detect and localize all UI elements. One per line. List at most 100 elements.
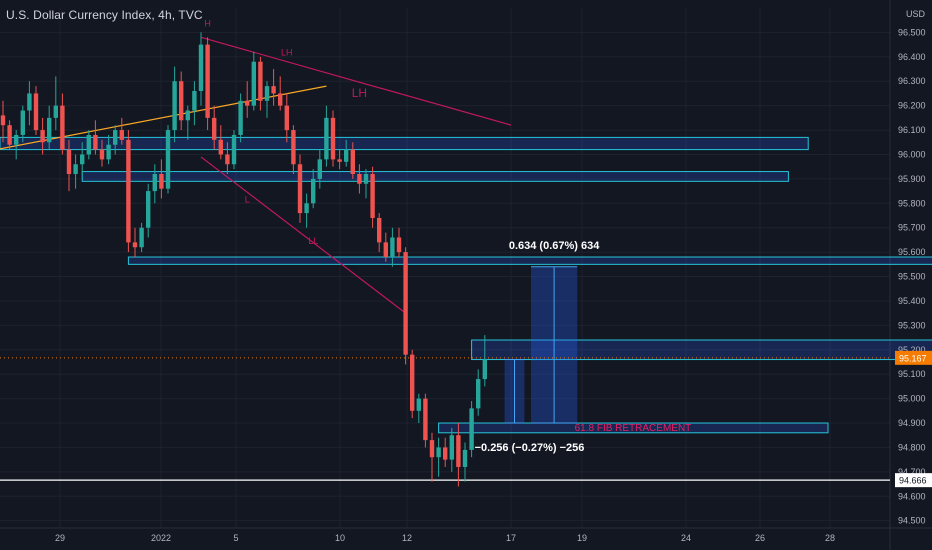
price-axis: 96.500 96.400 96.300 96.200 96.100 96.000 95.9…	[898, 27, 926, 525]
candle	[212, 105, 217, 150]
candle-body	[344, 149, 349, 162]
candle-body	[139, 227, 144, 248]
candle-body	[152, 174, 157, 192]
candle-body	[218, 139, 223, 155]
candle-body	[311, 178, 316, 204]
candle-body	[0, 115, 6, 126]
candle	[238, 93, 243, 143]
candles	[0, 32, 487, 487]
candle-body	[429, 440, 435, 458]
candle-body	[225, 154, 230, 165]
zone-rect-1	[0, 136, 809, 151]
currency-unit: USD	[906, 9, 926, 19]
price-tick-label: 96.500	[898, 27, 926, 37]
pivot-label: L	[245, 195, 250, 205]
candle-body	[99, 149, 105, 160]
candle-body	[396, 237, 402, 253]
support-badge-text: 94.666	[899, 476, 927, 486]
price-tick-label: 96.100	[898, 125, 926, 135]
candle-body	[179, 81, 184, 121]
candle-body	[330, 117, 336, 160]
zone-rect-5	[438, 422, 829, 434]
candle-body	[40, 130, 45, 143]
candle-body	[126, 139, 131, 243]
measure-label: −0.256 (−0.27%) −256	[475, 442, 585, 454]
trendline-1	[200, 36, 512, 126]
candle-body	[165, 130, 171, 189]
candle	[225, 142, 230, 175]
candle	[93, 120, 98, 155]
candle-body	[119, 130, 124, 140]
trendline-2	[200, 156, 406, 314]
candle-body	[317, 159, 322, 179]
price-tick-label: 95.100	[898, 369, 926, 379]
pivot-label: LL	[308, 236, 318, 246]
candle	[159, 159, 164, 199]
candle	[403, 247, 408, 365]
price-badge-bg	[895, 350, 932, 365]
candle	[291, 125, 296, 175]
candle	[476, 369, 481, 416]
time-tick-label: 29	[55, 533, 65, 543]
candle-body	[33, 93, 39, 131]
time-tick-label: 19	[577, 533, 587, 543]
candle	[278, 76, 283, 111]
measure-tool-1: 0.634 (0.67%) 634	[509, 240, 600, 424]
pivot-label: LH	[281, 48, 293, 58]
candle-body	[47, 117, 52, 143]
candle	[0, 100, 6, 143]
candle	[462, 442, 468, 482]
candle	[60, 93, 65, 155]
candle	[251, 51, 256, 111]
candle	[449, 427, 454, 472]
candle-body	[297, 164, 303, 214]
candle	[396, 227, 402, 258]
price-tick-label: 96.200	[898, 101, 926, 111]
candle-body	[416, 398, 421, 411]
candle-body	[456, 435, 461, 467]
candle	[297, 154, 303, 223]
candle	[311, 169, 316, 209]
zone-rectangles	[0, 136, 932, 434]
candle-body	[7, 125, 12, 145]
candle	[53, 76, 58, 131]
candle	[469, 401, 474, 458]
price-tick-label: 94.800	[898, 442, 926, 452]
candle	[86, 130, 91, 160]
candle-body	[27, 93, 32, 111]
candle	[106, 134, 111, 165]
candle	[231, 130, 237, 170]
fib-retracement-label: 61.8 FIB RETRACEMENT	[575, 423, 692, 434]
candle	[350, 142, 355, 179]
price-tick-label: 95.700	[898, 223, 926, 233]
candle-body	[159, 174, 164, 189]
candle-body	[449, 435, 454, 460]
price-tick-label: 95.200	[898, 345, 926, 355]
candle	[330, 110, 336, 167]
candle-body	[192, 91, 197, 111]
time-tick-label: 10	[335, 533, 345, 543]
candle-body	[278, 93, 283, 106]
candle	[390, 227, 395, 267]
candle-body	[146, 191, 151, 228]
candle-body	[264, 86, 270, 101]
time-tick-label: 28	[825, 533, 835, 543]
price-tick-label: 95.000	[898, 394, 926, 404]
price-tick-label: 95.400	[898, 296, 926, 306]
candle-body	[245, 100, 250, 106]
candle	[172, 66, 177, 143]
candle	[344, 139, 349, 167]
candle-body	[132, 242, 138, 248]
candle-body	[469, 408, 474, 450]
candle-body	[205, 44, 210, 118]
candle-body	[377, 217, 382, 243]
candle-body	[66, 149, 72, 175]
current-price-badge: 95.167	[895, 350, 932, 365]
candle	[20, 105, 25, 143]
candle-body	[350, 149, 355, 175]
price-tick-label: 95.900	[898, 174, 926, 184]
candle-body	[20, 110, 25, 135]
candle	[258, 56, 263, 111]
candle-body	[304, 203, 309, 214]
